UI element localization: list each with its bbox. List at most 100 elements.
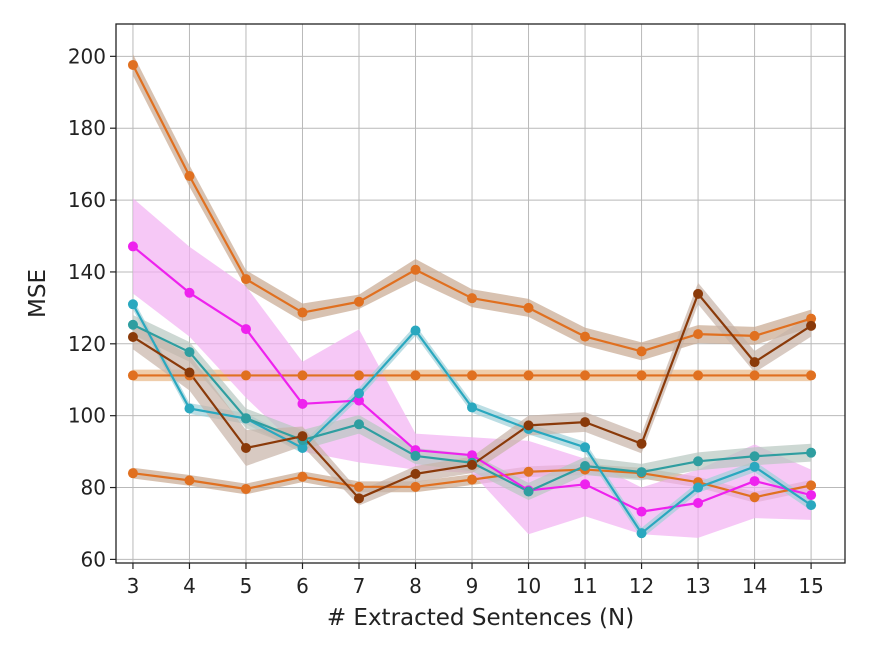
- series-5-point-12: [806, 447, 817, 458]
- series-3-point-2: [240, 324, 251, 335]
- series-0-point-6: [467, 293, 478, 304]
- x-tick-label-12: 15: [798, 574, 823, 598]
- series-0-point-11: [749, 330, 760, 341]
- series-5-point-2: [240, 413, 251, 424]
- series-5-point-7: [523, 486, 534, 497]
- series-6-point-10: [693, 288, 704, 299]
- series-4-point-11: [749, 461, 760, 472]
- series-6-point-4: [354, 493, 364, 504]
- series-4-point-0: [127, 299, 138, 310]
- series-2-point-3: [297, 471, 308, 482]
- x-tick-label-2: 5: [240, 574, 253, 598]
- series-5-point-5: [410, 450, 421, 461]
- y-tick-label-5: 160: [68, 188, 106, 212]
- x-tick-label-8: 11: [572, 574, 597, 598]
- series-0-point-7: [523, 302, 534, 313]
- series-0-point-1: [184, 170, 195, 181]
- series-4-point-4: [354, 388, 364, 399]
- series-4-point-9: [636, 528, 647, 539]
- series-6-point-5: [410, 468, 421, 479]
- series-6-point-9: [636, 438, 647, 449]
- series-2-point-4: [354, 481, 364, 492]
- y-tick-label-7: 200: [68, 44, 106, 68]
- series-6-point-11: [749, 357, 760, 368]
- series-6-point-0: [127, 331, 138, 342]
- plot-frame: [115, 23, 846, 564]
- series-5-point-10: [693, 456, 704, 467]
- series-5-point-8: [580, 460, 591, 471]
- series-1-point-9: [636, 370, 647, 381]
- series-0-point-3: [297, 307, 308, 318]
- series-4-point-8: [580, 442, 591, 453]
- series-1-point-2: [240, 370, 251, 381]
- series-2-point-6: [467, 474, 478, 485]
- series-1-point-0: [127, 370, 138, 381]
- x-tick-label-4: 7: [353, 574, 366, 598]
- axis-ticks: 3 4 5 6 7 8 9 10 11 12 13 14 15 60 80 100 120 140 160 180 20…: [68, 44, 824, 598]
- x-tick-label-7: 10: [516, 574, 541, 598]
- x-tick-label-3: 6: [296, 574, 309, 598]
- x-axis-label: # Extracted Sentences (N): [327, 605, 634, 631]
- series-2-point-11: [749, 492, 760, 503]
- series-4-point-6: [467, 402, 478, 413]
- series-2-point-2: [240, 483, 251, 494]
- series-3-point-1: [184, 287, 195, 298]
- series-5-point-9: [636, 467, 647, 478]
- series-4-point-1: [184, 403, 195, 414]
- y-tick-label-4: 140: [68, 260, 106, 284]
- series-2-point-7: [523, 466, 534, 477]
- series-0-point-9: [636, 346, 647, 357]
- series-3-point-8: [580, 479, 591, 490]
- series-6-point-8: [580, 417, 591, 428]
- series-5-point-1: [184, 347, 195, 358]
- series-6-point-12: [806, 320, 817, 331]
- series-0-point-4: [354, 296, 364, 307]
- series-4-point-10: [693, 482, 704, 493]
- series-3-point-4: [354, 395, 364, 406]
- series-1-point-6: [467, 370, 478, 381]
- series-6-point-3: [297, 431, 308, 442]
- y-tick-label-0: 60: [81, 547, 106, 571]
- y-tick-label-2: 100: [68, 404, 106, 428]
- x-tick-label-10: 13: [685, 574, 710, 598]
- series-3-point-0: [127, 241, 138, 252]
- x-tick-label-1: 4: [183, 574, 196, 598]
- x-tick-label-0: 3: [127, 574, 140, 598]
- series-2-point-0: [127, 468, 138, 479]
- series-5-point-11: [749, 451, 760, 462]
- series-3-point-10: [693, 497, 704, 508]
- series-1-point-4: [354, 370, 364, 381]
- x-tick-label-6: 9: [466, 574, 479, 598]
- series-2-point-5: [410, 481, 421, 492]
- series-6-band: [132, 282, 812, 506]
- series-0-point-0: [127, 59, 138, 70]
- series-3-point-9: [636, 506, 647, 517]
- series-3-point-6: [467, 450, 478, 461]
- series-1-point-10: [693, 370, 704, 381]
- series-5-point-0: [127, 319, 138, 330]
- y-tick-label-1: 80: [81, 476, 106, 500]
- series-4-point-5: [410, 325, 421, 336]
- series-3-point-3: [297, 398, 308, 409]
- series-5-point-4: [354, 419, 364, 430]
- series-3-point-12: [806, 490, 817, 501]
- y-tick-label-6: 180: [68, 116, 106, 140]
- series-6-point-1: [184, 367, 195, 378]
- series-0-point-10: [693, 329, 704, 340]
- series-1-point-11: [749, 370, 760, 381]
- series-1-point-7: [523, 370, 534, 381]
- series-2-point-1: [184, 475, 195, 486]
- series-1-point-8: [580, 370, 591, 381]
- series-0-point-8: [580, 331, 591, 342]
- y-tick-label-3: 120: [68, 332, 106, 356]
- series-6-point-7: [523, 420, 534, 431]
- series-3-point-11: [749, 476, 760, 487]
- series-0-point-5: [410, 264, 421, 275]
- x-tick-label-11: 14: [742, 574, 767, 598]
- series-points: [127, 59, 817, 539]
- series-6-point-2: [240, 443, 251, 454]
- x-tick-label-9: 12: [629, 574, 654, 598]
- series-0-point-2: [240, 274, 251, 285]
- series-4-point-12: [806, 500, 817, 511]
